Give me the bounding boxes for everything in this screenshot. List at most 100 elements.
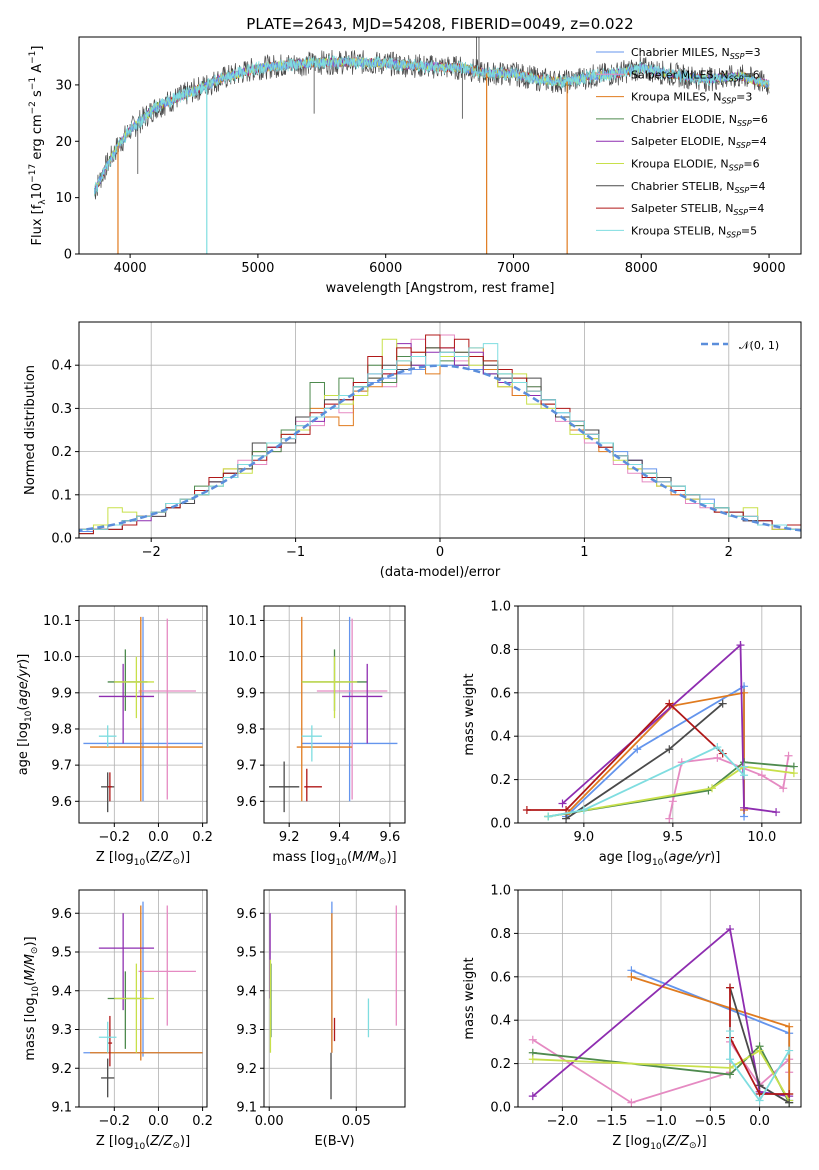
series-marker (740, 803, 749, 812)
legend-entry: 𝒩(0, 1) (739, 339, 779, 352)
y-tick-label: 9.3 (236, 1023, 257, 1038)
y-tick-label: 9.2 (51, 1062, 72, 1077)
x-tick-label: 0.0 (749, 1114, 770, 1129)
series-marker (718, 699, 727, 708)
axes-frame (517, 889, 802, 1108)
y-tick-label: 0.2 (51, 445, 72, 460)
series-marker (668, 797, 677, 806)
y-tick-label: 0.4 (490, 730, 511, 745)
x-tick-label: 7000 (497, 261, 530, 276)
y-tick-label: 9.9 (51, 686, 72, 701)
x-tick-label: 0 (436, 545, 444, 560)
legend-entry: Kroupa ELODIE, NSSP=6 (631, 158, 760, 173)
x-tick-label: −1.5 (596, 1114, 628, 1129)
y-tick-label: 9.5 (51, 946, 72, 961)
axes-frame (517, 605, 802, 824)
y-axis-label: Flux [fλ10−17 erg cm−2 s−1 A−1] (28, 46, 48, 246)
y-axis-label: mass weight (462, 673, 477, 755)
legend-entry: Chabrier STELIB, NSSP=4 (631, 180, 765, 195)
series-marker (740, 762, 749, 771)
series-marker (562, 814, 571, 823)
series-line-kroupa-elodie (548, 765, 795, 818)
x-axis-label: (data-model)/error (380, 565, 501, 580)
legend-entry: Chabrier ELODIE, NSSP=6 (631, 113, 768, 128)
x-tick-label: 10.0 (747, 830, 776, 845)
plot-area (79, 334, 801, 538)
legend-entry: Salpeter STELIB, NSSP=4 (631, 202, 764, 217)
y-tick-label: 9.1 (236, 1101, 257, 1116)
series-marker (544, 812, 553, 821)
x-axis-label: wavelength [Angstrom, rest frame] (326, 281, 555, 296)
series-line-salpeter-stelib (526, 702, 724, 811)
x-tick-label: 9.2 (279, 830, 300, 845)
plot-area (269, 901, 397, 1100)
series-line-kroupa-stelib (729, 1031, 790, 1103)
normal-curve (79, 364, 801, 532)
series-marker (708, 784, 717, 793)
mass-vs-metallicity-panel: −0.2 0.0 0.2 9.1 9.2 9.3 9.4 9.5 9.6 Z [log10(Z/Z… (23, 889, 213, 1152)
mass-weight-vs-age-panel: 9.0 9.5 10.0 0.0 0.2 0.4 0.6 0.8 1.0 age [log10(a… (462, 600, 802, 868)
y-tick-label: 9.7 (236, 759, 257, 774)
x-tick-label: 0.0 (148, 830, 169, 845)
x-tick-label: 8000 (625, 261, 658, 276)
x-tick-label: −0.2 (99, 830, 131, 845)
series-marker (726, 925, 735, 934)
x-tick-label: −2.0 (547, 1114, 579, 1129)
x-tick-label: 6000 (369, 261, 402, 276)
plot-area (269, 616, 398, 813)
series-marker (528, 1092, 537, 1101)
plot-area (93, 37, 770, 254)
series-marker (528, 1055, 537, 1064)
mass-weight-vs-metallicity-panel: −2.0 −1.5 −1.0 −0.5 0.0 0.0 0.2 0.4 0.6 0.8 1.0 Z [… (462, 884, 802, 1152)
series-marker (627, 1098, 636, 1107)
series-line-salpeter-elodie (561, 643, 777, 813)
legend-entry: Salpeter MILES, NSSP=6 (631, 68, 760, 83)
y-tick-label: 1.0 (490, 600, 511, 615)
series-marker (785, 1098, 794, 1107)
x-axis-label: age [log10(age/yr)] (599, 850, 721, 868)
y-axis-label: mass [log10(M/M⊙)] (23, 936, 41, 1060)
legend-entry: Salpeter ELODIE, NSSP=4 (631, 135, 767, 150)
y-tick-label: 9.4 (51, 984, 72, 999)
x-tick-label: 1 (580, 545, 588, 560)
series-marker (740, 771, 749, 780)
axes-frame (263, 889, 406, 1108)
x-tick-label: 9.0 (574, 830, 595, 845)
y-tick-label: 9.6 (236, 795, 257, 810)
axes-frame (78, 605, 208, 824)
series-marker (785, 1089, 794, 1098)
axes-frame (78, 36, 802, 255)
residual-histogram-panel: −2 −1 0 1 2 0.0 0.1 0.2 0.3 0.4 (data-model)/error… (23, 321, 802, 580)
x-tick-label: 0.2 (192, 830, 213, 845)
y-tick-label: 9.5 (236, 946, 257, 961)
axes-frame (78, 889, 208, 1108)
series-marker (665, 745, 674, 754)
y-tick-label: 10.0 (228, 650, 257, 665)
x-axis-label: Z [log10(Z/Z⊙)] (612, 1134, 706, 1152)
y-tick-label: 10.1 (228, 614, 257, 629)
spectrum-panel: 4000 5000 6000 7000 8000 9000 0 10 20 30 wavelengt… (28, 36, 802, 296)
y-tick-label: 0.8 (490, 643, 511, 658)
y-tick-label: 0.0 (490, 1101, 511, 1116)
series-marker (665, 814, 674, 823)
y-axis-label: mass weight (462, 957, 477, 1039)
y-tick-label: 9.8 (236, 722, 257, 737)
x-tick-label: 9.6 (380, 830, 401, 845)
mass-vs-extinction-panel: 0.00 0.05 9.1 9.2 9.3 9.4 9.5 9.6 E(B-V) (236, 889, 406, 1149)
legend-entry: Kroupa STELIB, NSSP=5 (631, 224, 757, 239)
y-tick-label: 10.0 (43, 650, 72, 665)
series-marker (779, 784, 788, 793)
y-tick-label: 0.2 (490, 1057, 511, 1072)
x-tick-label: −2 (142, 545, 161, 560)
series-marker (558, 799, 567, 808)
x-axis-label: Z [log10(Z/Z⊙)] (96, 1134, 190, 1152)
y-tick-label: 9.6 (51, 795, 72, 810)
y-tick-label: 0.0 (490, 817, 511, 832)
y-tick-label: 20 (55, 135, 72, 150)
x-tick-label: −0.5 (694, 1114, 726, 1129)
y-tick-label: 0.6 (490, 970, 511, 985)
x-tick-label: 9.5 (663, 830, 684, 845)
x-tick-label: 0.2 (192, 1114, 213, 1129)
x-tick-label: 4000 (114, 261, 147, 276)
